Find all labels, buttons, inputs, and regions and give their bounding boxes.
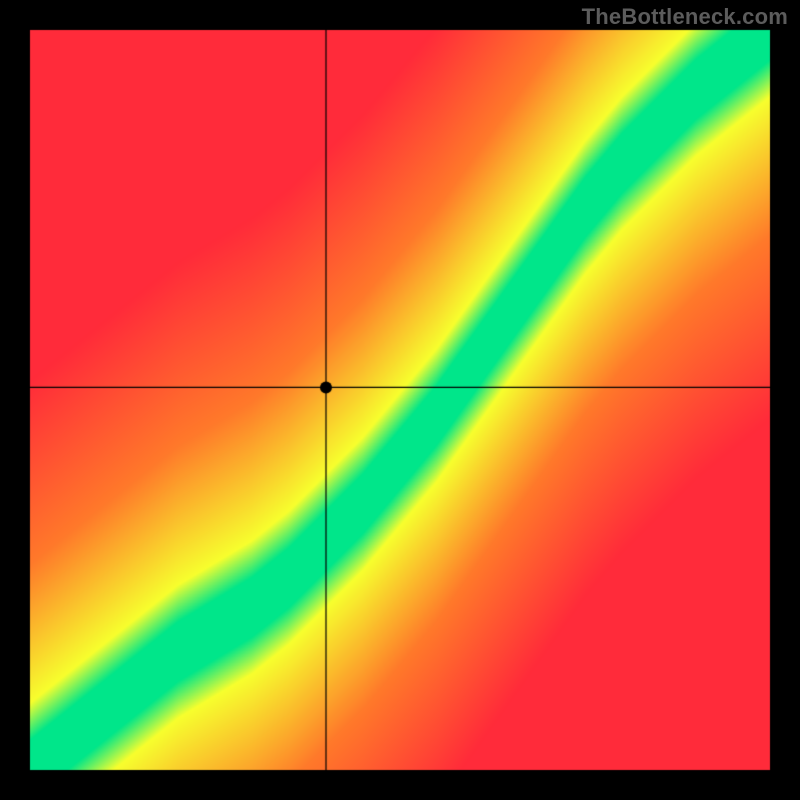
bottleneck-heatmap — [0, 0, 800, 800]
watermark-text: TheBottleneck.com — [582, 4, 788, 30]
